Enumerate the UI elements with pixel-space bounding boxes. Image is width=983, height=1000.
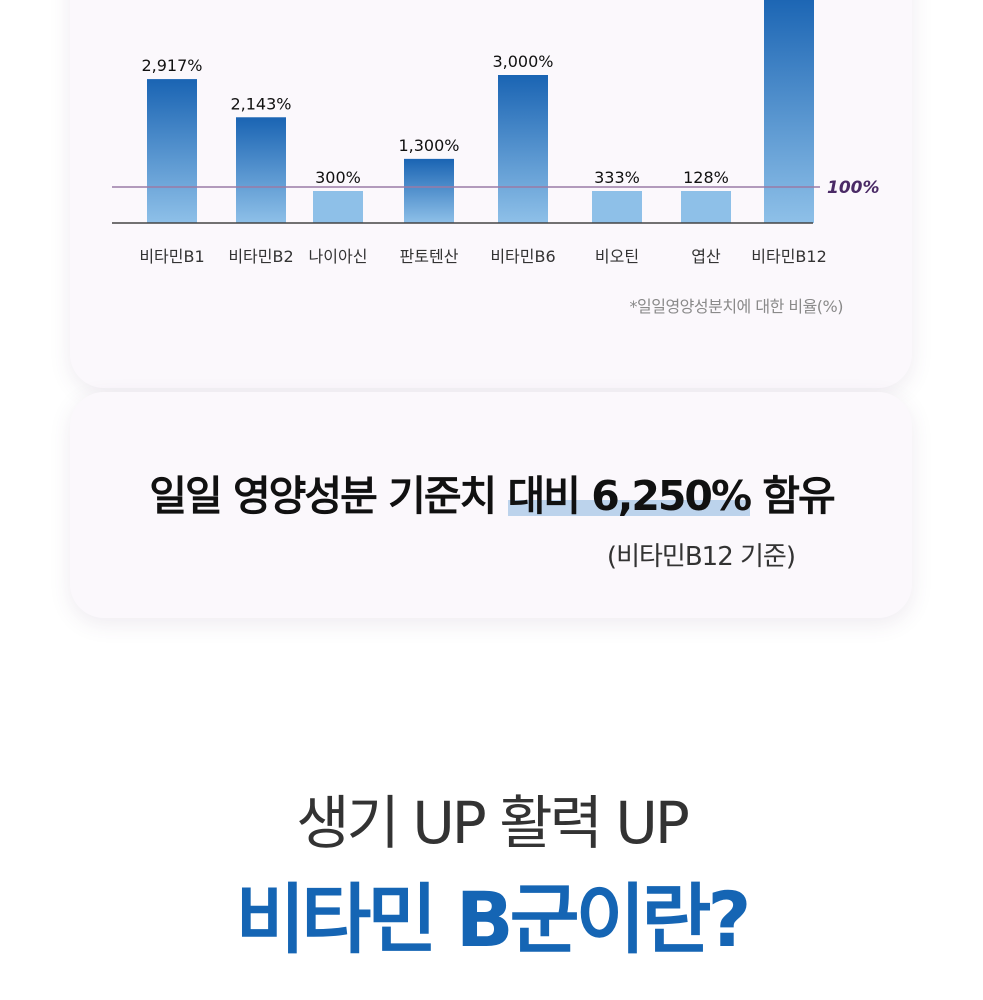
headline-text-end: 함유 bbox=[750, 472, 835, 520]
bar-chart: 100% 2,917% 2,143% 300% 1,300% 3,000% 333% 128… bbox=[112, 0, 880, 266]
headline-basis-note: (비타민B12 기준) bbox=[606, 542, 796, 572]
category-label: 비타민B6 bbox=[490, 247, 555, 266]
category-label: 나이아신 bbox=[309, 247, 368, 266]
headline: 일일 영양성분 기준치 대비 6,250% 함유 bbox=[0, 462, 983, 522]
bar-3 bbox=[313, 191, 363, 223]
bar-1 bbox=[147, 79, 197, 223]
category-label: 비타민B1 bbox=[139, 247, 204, 266]
bar-4 bbox=[404, 158, 454, 223]
bar-value-label: 300% bbox=[315, 168, 361, 187]
category-label: 비타민B12 bbox=[751, 247, 827, 266]
category-label: 판토텐산 bbox=[400, 247, 459, 266]
reference-line-label: 100% bbox=[827, 178, 880, 198]
summary-card bbox=[70, 392, 912, 618]
bar-7 bbox=[681, 191, 731, 223]
bar-value-label: 3,000% bbox=[492, 52, 553, 71]
headline-text: 일일 영양성분 기준치 bbox=[149, 472, 508, 520]
bar-6 bbox=[592, 191, 642, 223]
bar-value-label: 2,143% bbox=[230, 94, 291, 113]
category-label: 비타민B2 bbox=[228, 247, 293, 266]
tagline: 생기 UP 활력 UP bbox=[296, 789, 690, 857]
bar-5 bbox=[498, 75, 548, 223]
category-label: 비오틴 bbox=[595, 247, 639, 266]
category-label: 엽산 bbox=[691, 247, 721, 266]
chart-footnote: *일일영양성분치에 대한 비율(%) bbox=[629, 297, 844, 316]
bar-value-label: 333% bbox=[594, 168, 640, 187]
bar-8 bbox=[764, 0, 814, 223]
bar-value-label: 2,917% bbox=[141, 56, 202, 75]
section-title: 비타민 B군이란? bbox=[235, 875, 752, 964]
bar-value-label: 1,300% bbox=[398, 136, 459, 155]
bar-value-label: 128% bbox=[683, 168, 729, 187]
bar-2 bbox=[236, 117, 286, 223]
headline-highlight: 대비 6,250% bbox=[507, 472, 752, 520]
